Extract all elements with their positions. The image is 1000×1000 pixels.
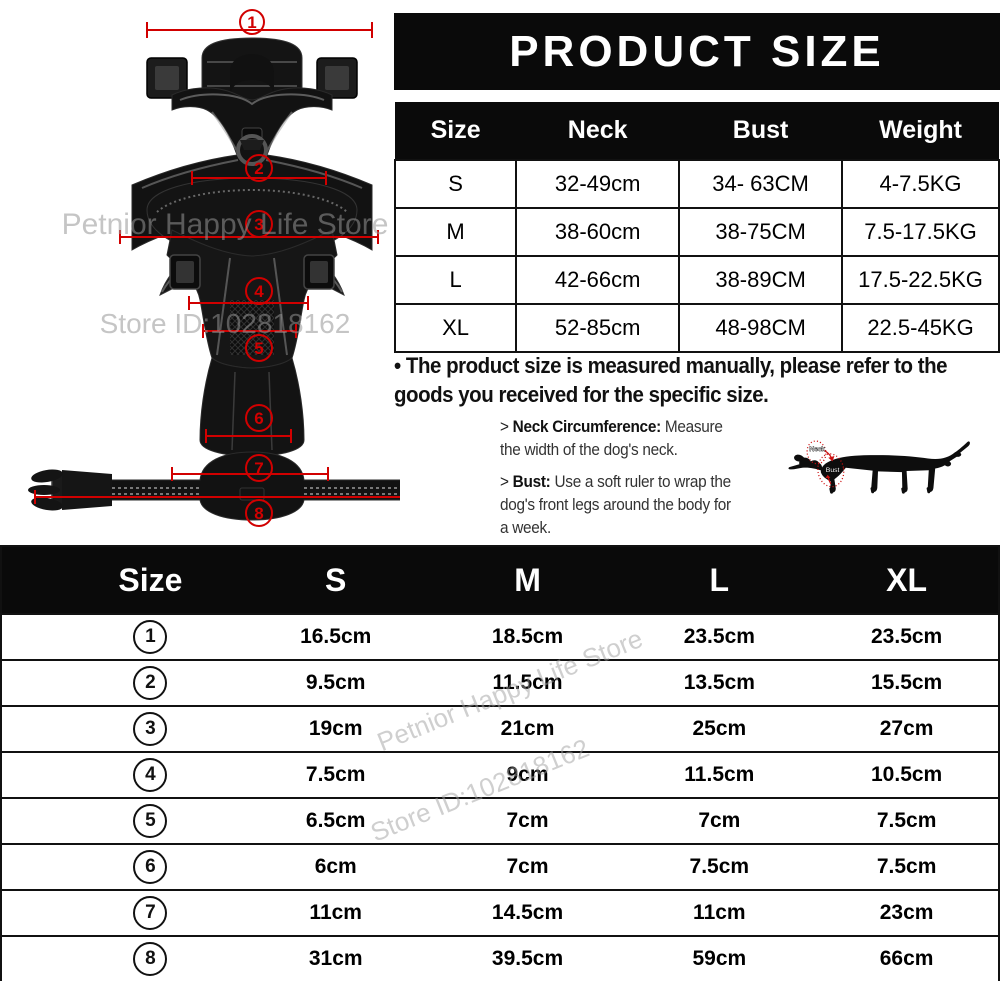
- svg-text:Neck: Neck: [809, 446, 825, 453]
- svg-text:2: 2: [254, 159, 263, 178]
- svg-text:5: 5: [254, 339, 263, 358]
- svg-text:1: 1: [247, 13, 256, 32]
- svg-text:8: 8: [254, 504, 263, 523]
- svg-text:Bust: Bust: [826, 467, 840, 474]
- svg-text:4: 4: [254, 282, 264, 301]
- svg-text:6: 6: [254, 409, 263, 428]
- svg-text:7: 7: [254, 459, 263, 478]
